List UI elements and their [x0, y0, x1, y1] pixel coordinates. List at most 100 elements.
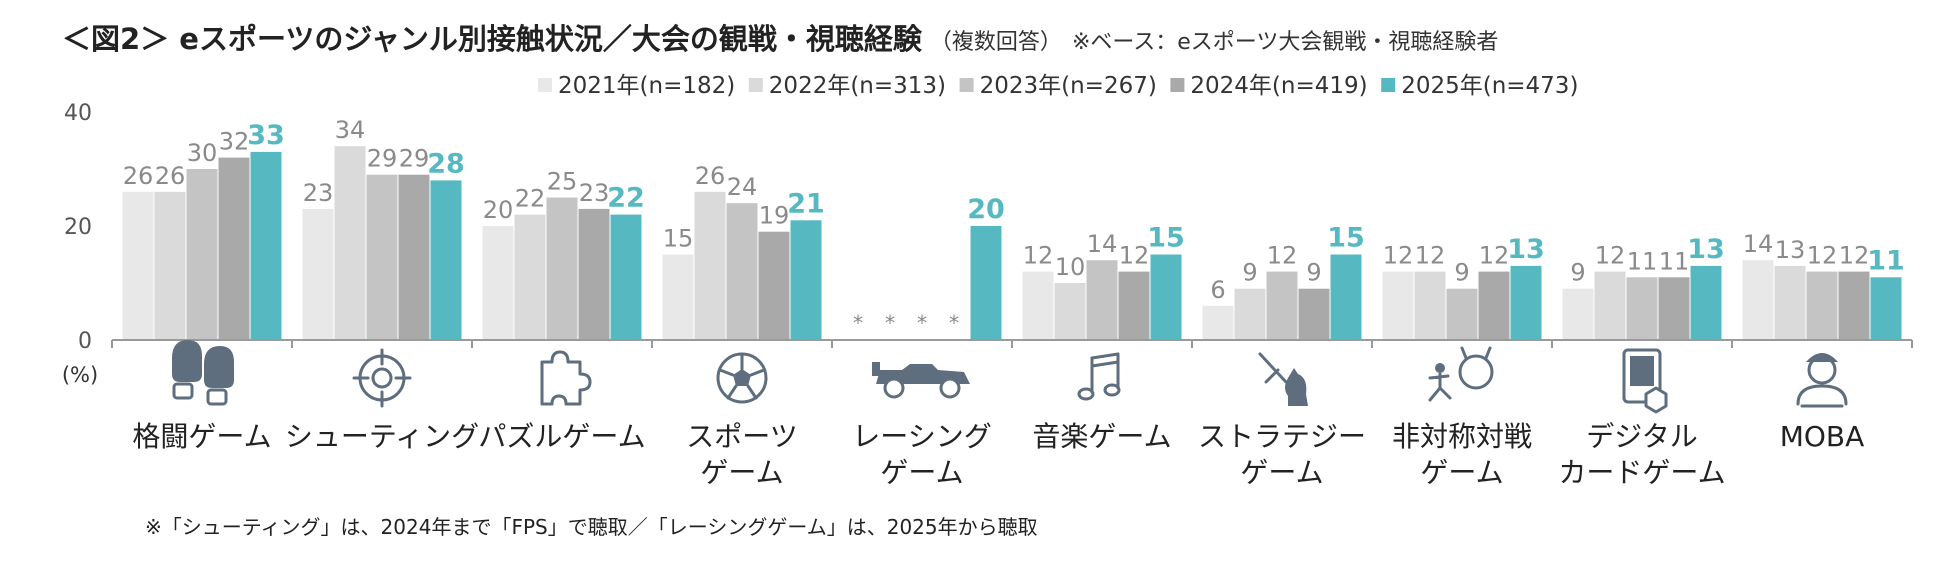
data-label: 22	[515, 185, 546, 213]
data-label: 12	[1479, 242, 1510, 270]
data-label: 12	[1415, 242, 1446, 270]
category-label: ゲーム	[700, 456, 783, 489]
legend-label: 2025年(n=473)	[1401, 73, 1578, 99]
data-label: 28	[427, 148, 465, 179]
data-label: 21	[787, 188, 825, 219]
bar	[694, 191, 726, 340]
legend-label: 2024年(n=419)	[1190, 73, 1367, 99]
legend-swatch	[748, 78, 763, 92]
legend-swatch	[959, 78, 974, 92]
legend-label: 2023年(n=267)	[980, 73, 1157, 99]
data-label: 9	[1454, 259, 1469, 287]
bar	[1298, 288, 1330, 340]
chart-title-row: ＜図2＞ eスポーツのジャンル別接触状況／大会の観戦・視聴経験 （複数回答） ※ベー…	[62, 16, 1498, 56]
data-label: 15	[1327, 223, 1365, 254]
data-label: 9	[1242, 259, 1257, 287]
data-label: 20	[483, 196, 514, 224]
data-label: 30	[187, 139, 218, 167]
missing-marker: *	[917, 311, 927, 335]
bar	[430, 180, 462, 340]
data-label: 26	[695, 162, 726, 190]
soldier-icon	[1796, 353, 1848, 408]
sword-shield-knight-icon	[1258, 352, 1308, 406]
data-label: 13	[1687, 234, 1725, 265]
bar	[514, 214, 546, 340]
bar	[790, 220, 822, 340]
data-label: 13	[1507, 234, 1545, 265]
bar	[1446, 288, 1478, 340]
bar	[1266, 271, 1298, 340]
bar	[758, 231, 790, 340]
boxing-gloves-icon	[172, 340, 234, 406]
bar	[1658, 277, 1690, 340]
data-label: 11	[1659, 247, 1690, 275]
data-label: 12	[1119, 242, 1150, 270]
bar	[1478, 271, 1510, 340]
bar	[662, 254, 694, 340]
data-label: 23	[303, 179, 334, 207]
bar	[1054, 283, 1086, 340]
soccer-ball-icon	[716, 352, 768, 404]
data-label: 11	[1867, 245, 1905, 276]
category-label: レーシング	[852, 420, 991, 453]
category-label: MOBA	[1780, 420, 1865, 453]
data-label: 15	[1147, 223, 1185, 254]
bar	[1510, 265, 1542, 340]
bar	[1086, 260, 1118, 340]
data-label: 29	[399, 145, 430, 173]
data-label: 13	[1775, 236, 1806, 264]
music-note-icon	[1077, 352, 1121, 401]
category-label: ゲーム	[1240, 456, 1323, 489]
category-label: デジタル	[1586, 420, 1697, 453]
bar	[1202, 305, 1234, 340]
legend-swatch	[1381, 78, 1396, 92]
bar	[1838, 271, 1870, 340]
category-label: ゲーム	[880, 456, 963, 489]
puzzle-icon	[540, 350, 592, 406]
bar	[578, 208, 610, 340]
bar	[186, 169, 218, 340]
category-label: 非対称対戦	[1392, 420, 1532, 453]
bar	[302, 208, 334, 340]
data-label: 6	[1210, 276, 1225, 304]
base-note: ※ベース：eスポーツ大会観戦・視聴経験者	[1071, 30, 1499, 55]
missing-marker: *	[885, 311, 895, 335]
data-label: 24	[727, 173, 758, 201]
legend-swatch	[538, 78, 552, 92]
bar	[334, 146, 366, 340]
missing-marker: *	[949, 311, 959, 335]
y-tick-label: 40	[64, 101, 92, 126]
data-label: 12	[1839, 242, 1870, 270]
bar	[122, 191, 154, 340]
race-car-icon	[872, 362, 970, 399]
bar	[1234, 288, 1266, 340]
category-label: 音楽ゲーム	[1032, 420, 1171, 453]
category-label: パズルゲーム	[478, 420, 645, 453]
card-tablet-icon	[1622, 348, 1668, 414]
y-tick-label: 20	[64, 215, 92, 240]
data-label: 9	[1306, 259, 1321, 287]
data-label: 20	[967, 194, 1005, 225]
data-label: 29	[367, 145, 398, 173]
bar	[1414, 271, 1446, 340]
bar	[1626, 277, 1658, 340]
data-label: 34	[335, 116, 366, 144]
bar	[154, 191, 186, 340]
oni-runner-icon	[1428, 346, 1494, 402]
bar	[250, 151, 282, 340]
bar	[970, 226, 1002, 340]
crosshair-icon	[352, 348, 412, 408]
bar	[366, 174, 398, 340]
bar	[1022, 271, 1054, 340]
footnote: ※「シューティング」は、2024年まで「FPS」で聴取／「レーシングゲーム」は、…	[145, 515, 1038, 539]
y-tick-label: 0	[78, 329, 92, 354]
data-label: 9	[1570, 259, 1585, 287]
data-label: 23	[579, 179, 610, 207]
data-label: 12	[1023, 242, 1054, 270]
data-label: 12	[1267, 242, 1298, 270]
bar	[1594, 271, 1626, 340]
data-label: 12	[1383, 242, 1414, 270]
data-label: 11	[1627, 247, 1658, 275]
category-label: カードゲーム	[1558, 456, 1725, 489]
legend-label: 2022年(n=313)	[769, 73, 946, 99]
